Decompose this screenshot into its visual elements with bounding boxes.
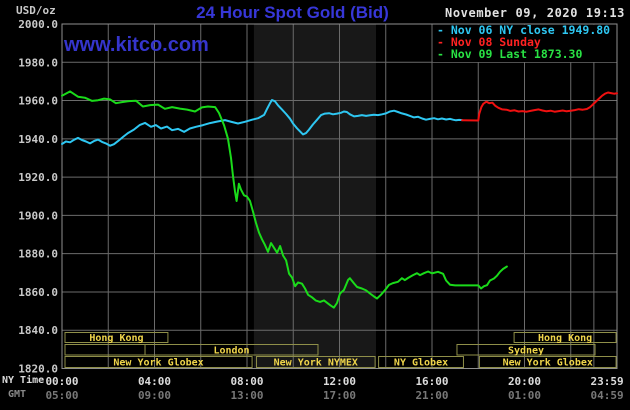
session-box [255, 356, 376, 368]
legend-item: - Nov 08 Sunday [437, 35, 541, 49]
x-tick-gmt: 05:00 [45, 389, 78, 402]
series-line-nov-09-last [61, 90, 508, 309]
session-label: New York Globex [503, 358, 593, 369]
session-box [456, 344, 596, 356]
session-box [64, 332, 169, 343]
x-tick-gmt: 17:00 [323, 389, 356, 402]
unit-label: USD/oz [16, 4, 56, 17]
session-label: London [213, 345, 249, 356]
gmt-axis-label: GMT [8, 389, 27, 400]
x-tick-gmt: 01:00 [508, 389, 541, 402]
x-tick-ny: 08:00 [230, 375, 263, 388]
y-tick-label: 2000.0 [18, 18, 58, 31]
y-tick-label: 1880.0 [18, 248, 58, 261]
series-line-nov-06-ny-close [61, 99, 464, 147]
datetime-label: November 09, 2020 19:13 [445, 6, 625, 20]
x-tick-gmt: 09:00 [138, 389, 171, 402]
x-tick-ny: 00:00 [45, 375, 78, 388]
x-tick-ny: 23:59 [590, 375, 623, 388]
session-label: Hong Kong [538, 333, 592, 344]
x-tick-ny: 04:00 [138, 375, 171, 388]
x-tick-ny: 12:00 [323, 375, 356, 388]
session-label: Sydney [508, 345, 544, 356]
x-tick-ny: 20:00 [508, 375, 541, 388]
y-tick-label: 1960.0 [18, 95, 58, 108]
series-line-nov-08-sunday [461, 91, 618, 122]
session-box [64, 356, 253, 368]
legend-item: - Nov 09 Last 1873.30 [437, 47, 582, 61]
session-box [478, 356, 617, 368]
x-tick-gmt: 04:59 [590, 389, 623, 402]
y-tick-label: 1860.0 [18, 286, 58, 299]
y-tick-label: 1940.0 [18, 133, 58, 146]
session-label: New York NYMEX [274, 358, 358, 369]
legend-background [433, 24, 617, 62]
y-tick-label: 1980.0 [18, 56, 58, 69]
x-tick-gmt: 13:00 [230, 389, 263, 402]
session-label: Hong Kong [89, 333, 143, 344]
nymex-session-band [253, 24, 377, 369]
x-tick-ny: 16:00 [415, 375, 448, 388]
session-box [144, 344, 319, 356]
y-tick-label: 1820.0 [18, 363, 58, 376]
legend-item: - Nov 06 NY close 1949.80 [437, 23, 610, 37]
session-box [513, 332, 617, 343]
session-box [64, 344, 146, 356]
y-tick-label: 1920.0 [18, 171, 58, 184]
ny-time-axis-label: NY Time [2, 375, 45, 386]
x-tick-gmt: 21:00 [415, 389, 448, 402]
chart-title: 24 Hour Spot Gold (Bid) [196, 3, 389, 22]
session-box [378, 356, 464, 368]
y-tick-label: 1840.0 [18, 324, 58, 337]
y-tick-label: 1900.0 [18, 209, 58, 222]
kitco-watermark[interactable]: www.kitco.com [64, 34, 209, 56]
session-label: New York Globex [113, 358, 203, 369]
session-label: NY Globex [394, 358, 448, 369]
plot-frame [61, 23, 618, 369]
